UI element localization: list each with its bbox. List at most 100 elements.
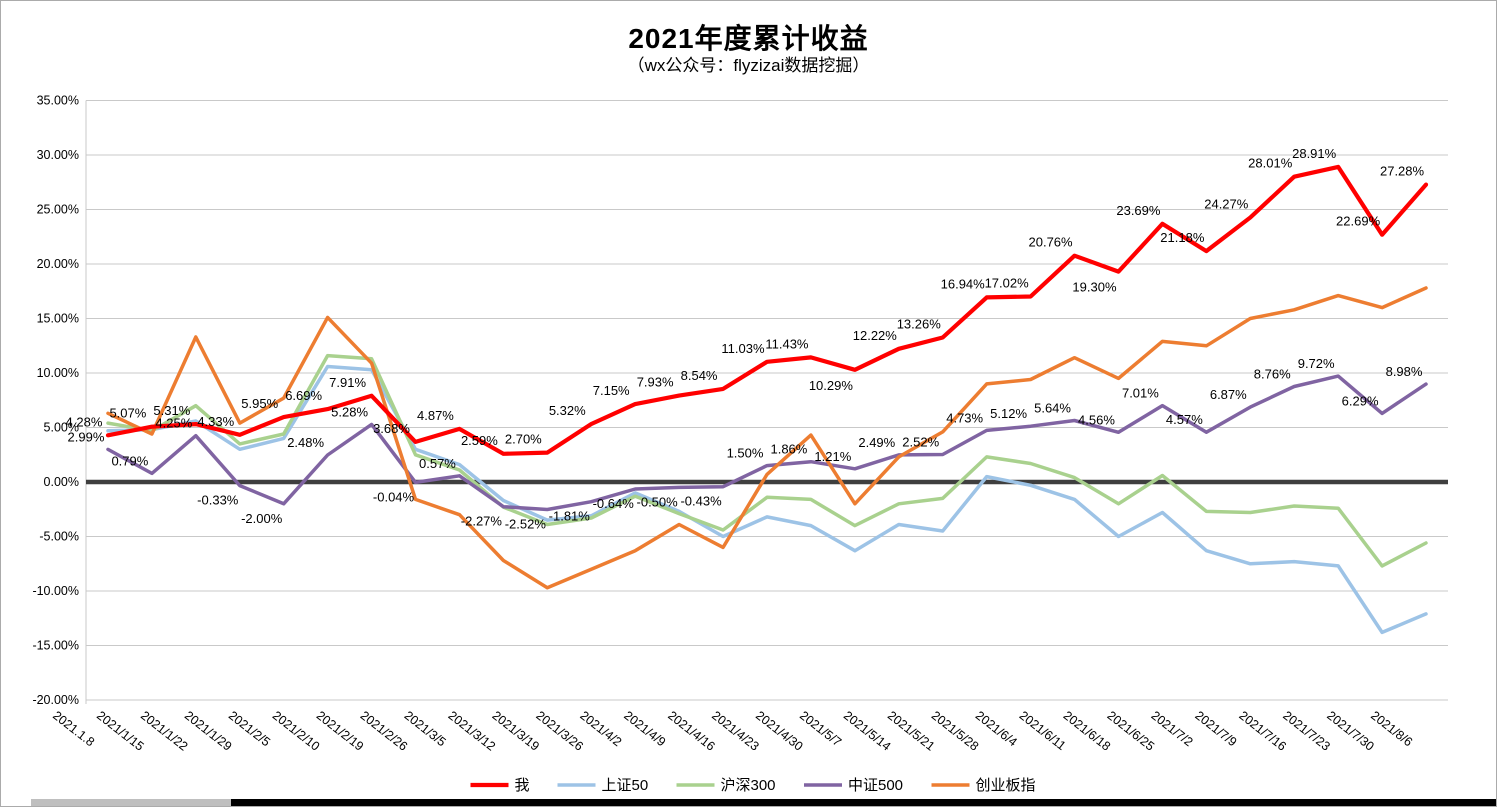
data-label-中证500: -0.50%	[637, 494, 679, 509]
x-axis-tick-label: 2021/7/9	[1192, 708, 1239, 749]
legend-label-上证50: 上证50	[602, 777, 649, 794]
data-label-中证500: 6.87%	[1210, 387, 1247, 402]
x-axis-tick-label: 2021/7/23	[1280, 708, 1332, 753]
data-label-中证500: 2.52%	[902, 435, 939, 450]
data-label-中证500: -2.00%	[241, 511, 283, 526]
y-axis-tick-label: 5.00%	[44, 421, 79, 435]
data-label-中证500: 8.98%	[1386, 364, 1423, 379]
data-label-我: 7.15%	[593, 383, 630, 398]
data-label-中证500: -0.43%	[680, 494, 722, 509]
data-label-中证500: 6.29%	[1342, 393, 1379, 408]
x-axis-tick-label: 2021/1/22	[138, 708, 190, 753]
data-label-中证500: 0.57%	[419, 456, 456, 471]
y-axis-tick-label: 10.00%	[37, 366, 79, 380]
data-label-中证500: 4.25%	[155, 416, 192, 431]
data-label-中证500: 4.57%	[1166, 412, 1203, 427]
data-label-中证500: 7.01%	[1122, 386, 1159, 401]
x-axis-tick-label: 2021/6/11	[1017, 708, 1069, 753]
x-axis-tick-label: 2021/3/26	[533, 708, 585, 753]
series-line-创业板指	[106, 286, 1428, 590]
data-label-中证500: 1.86%	[770, 442, 807, 457]
series-line-我	[105, 164, 1429, 456]
bottom-strip-gray	[31, 799, 231, 806]
data-label-中证500: 8.76%	[1254, 367, 1291, 382]
x-axis-tick-label: 2021/5/14	[841, 708, 893, 753]
data-label-中证500: -2.52%	[505, 516, 547, 531]
data-label-中证500: 5.28%	[331, 404, 368, 419]
data-label-我: 7.91%	[329, 375, 366, 390]
data-label-我: 6.69%	[285, 388, 322, 403]
data-label-我: 16.94%	[941, 276, 986, 291]
data-label-我: 28.91%	[1292, 146, 1337, 161]
data-label-我: 13.26%	[897, 316, 942, 331]
data-label-我: 4.33%	[197, 414, 234, 429]
data-label-中证500: -1.81%	[549, 509, 591, 524]
data-label-我: 20.76%	[1029, 235, 1074, 250]
data-label-中证500: 2.48%	[287, 435, 324, 450]
x-axis-tick-label: 2021/2/26	[358, 708, 410, 753]
data-label-我: 5.95%	[241, 396, 278, 411]
y-axis-tick-label: -10.00%	[32, 584, 79, 598]
x-axis-tick-label: 2021/1/15	[94, 708, 146, 753]
data-label-中证500: 0.79%	[111, 453, 148, 468]
series-line-上证50	[106, 364, 1428, 635]
data-label-中证500: -0.64%	[593, 496, 635, 511]
data-label-我: 11.03%	[721, 341, 765, 356]
y-axis-tick-label: 30.00%	[37, 148, 79, 162]
data-label-我: 2.59%	[461, 433, 498, 448]
y-axis-tick-label: -15.00%	[32, 639, 79, 653]
data-label-我: 17.02%	[985, 275, 1030, 290]
data-label-中证500: 1.50%	[727, 446, 764, 461]
data-label-我: 12.22%	[853, 328, 898, 343]
legend-label-我: 我	[515, 777, 530, 794]
x-axis-tick-label: 2021/3/12	[446, 708, 498, 753]
y-axis-tick-label: -20.00%	[32, 693, 79, 707]
x-axis-tick-label: 2021/5/28	[929, 708, 981, 753]
x-axis-tick-label: 2021/6/18	[1061, 708, 1113, 753]
x-axis-tick-label: 2021/4/16	[665, 708, 717, 753]
data-label-中证500: -0.04%	[373, 489, 415, 504]
x-axis-tick-label: 2021/1/29	[182, 708, 234, 753]
data-label-中证500: 2.99%	[68, 429, 105, 444]
data-label-我: 5.31%	[153, 403, 190, 418]
data-label-我: 5.32%	[549, 403, 586, 418]
data-label-我: 24.27%	[1204, 196, 1249, 211]
x-axis-tick-label: 2021/7/16	[1236, 708, 1288, 753]
y-axis-tick-label: -5.00%	[39, 530, 79, 544]
x-axis-tick-label: 2021/2/10	[270, 708, 322, 753]
x-axis-tick-label: 2021/3/19	[489, 708, 541, 753]
data-label-中证500: -2.27%	[461, 514, 503, 529]
data-label-我: 2.70%	[505, 432, 542, 447]
data-label-中证500: -0.33%	[197, 493, 239, 508]
data-label-中证500: 5.12%	[990, 406, 1027, 421]
x-axis-tick-label: 2021/5/21	[885, 708, 937, 753]
data-label-我: 8.54%	[681, 368, 718, 383]
data-label-我: 19.30%	[1072, 280, 1117, 295]
data-label-中证500: 1.21%	[814, 449, 851, 464]
x-axis-tick-label: 2021/4/23	[709, 708, 761, 753]
x-axis-tick-label: 2021/4/30	[753, 708, 805, 753]
data-label-中证500: 5.64%	[1034, 401, 1071, 416]
y-axis-tick-label: 25.00%	[37, 203, 79, 217]
y-axis-tick-label: 0.00%	[44, 475, 79, 489]
data-label-我: 11.43%	[765, 336, 809, 351]
legend-label-沪深300: 沪深300	[721, 777, 776, 794]
series-line-沪深300	[106, 353, 1428, 568]
y-axis-tick-label: 35.00%	[37, 94, 79, 108]
data-label-我: 10.29%	[809, 378, 854, 393]
y-axis-tick-label: 20.00%	[37, 257, 79, 271]
series-line-中证500	[106, 374, 1428, 512]
x-axis-tick-label: 2021/4/9	[621, 708, 668, 749]
data-label-我: 27.28%	[1380, 164, 1425, 179]
data-label-中证500: 2.49%	[858, 435, 895, 450]
x-axis-tick-label: 2021.1.8	[50, 708, 97, 749]
data-label-中证500: 9.72%	[1298, 356, 1335, 371]
legend-label-创业板指: 创业板指	[976, 776, 1036, 794]
data-label-我: 4.87%	[417, 408, 454, 423]
data-label-我: 28.01%	[1248, 156, 1293, 171]
data-label-我: 7.93%	[637, 375, 674, 390]
data-label-中证500: 4.73%	[946, 410, 983, 425]
bottom-strip-black	[231, 799, 1496, 806]
